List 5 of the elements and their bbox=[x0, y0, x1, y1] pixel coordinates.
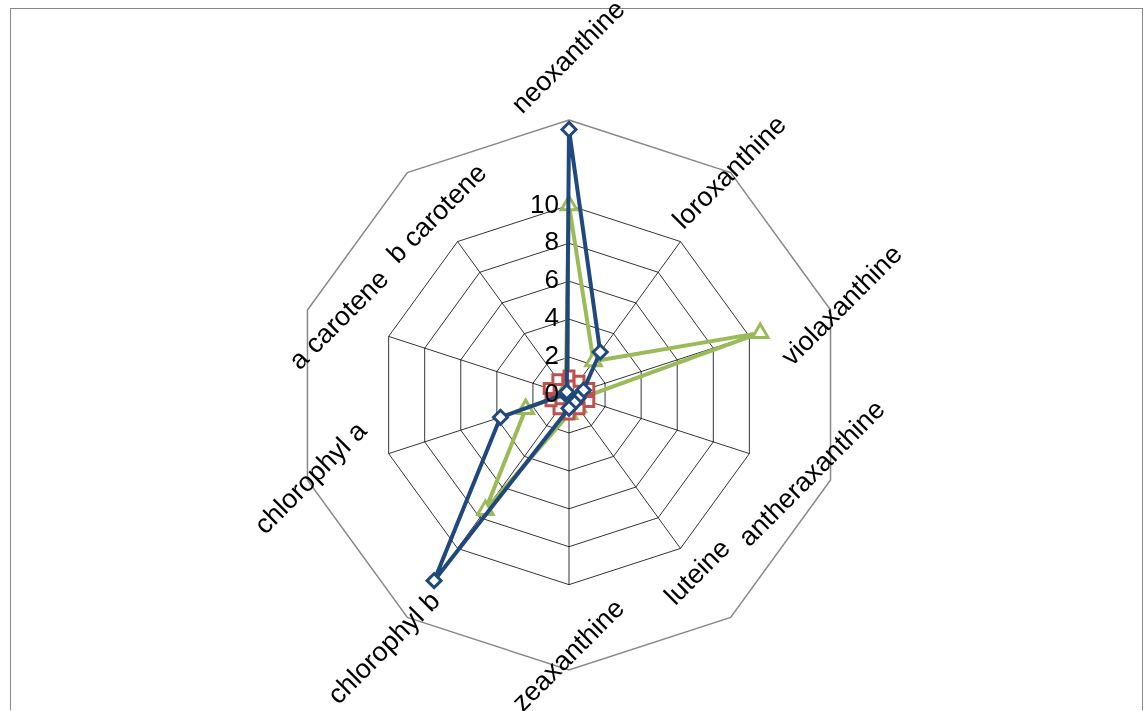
y-tick-label: 2 bbox=[544, 340, 559, 371]
y-tick-label: 4 bbox=[544, 302, 559, 333]
y-tick-label: 6 bbox=[544, 264, 559, 295]
y-tick-label: 8 bbox=[544, 226, 559, 257]
y-tick-label: 10 bbox=[530, 188, 559, 219]
